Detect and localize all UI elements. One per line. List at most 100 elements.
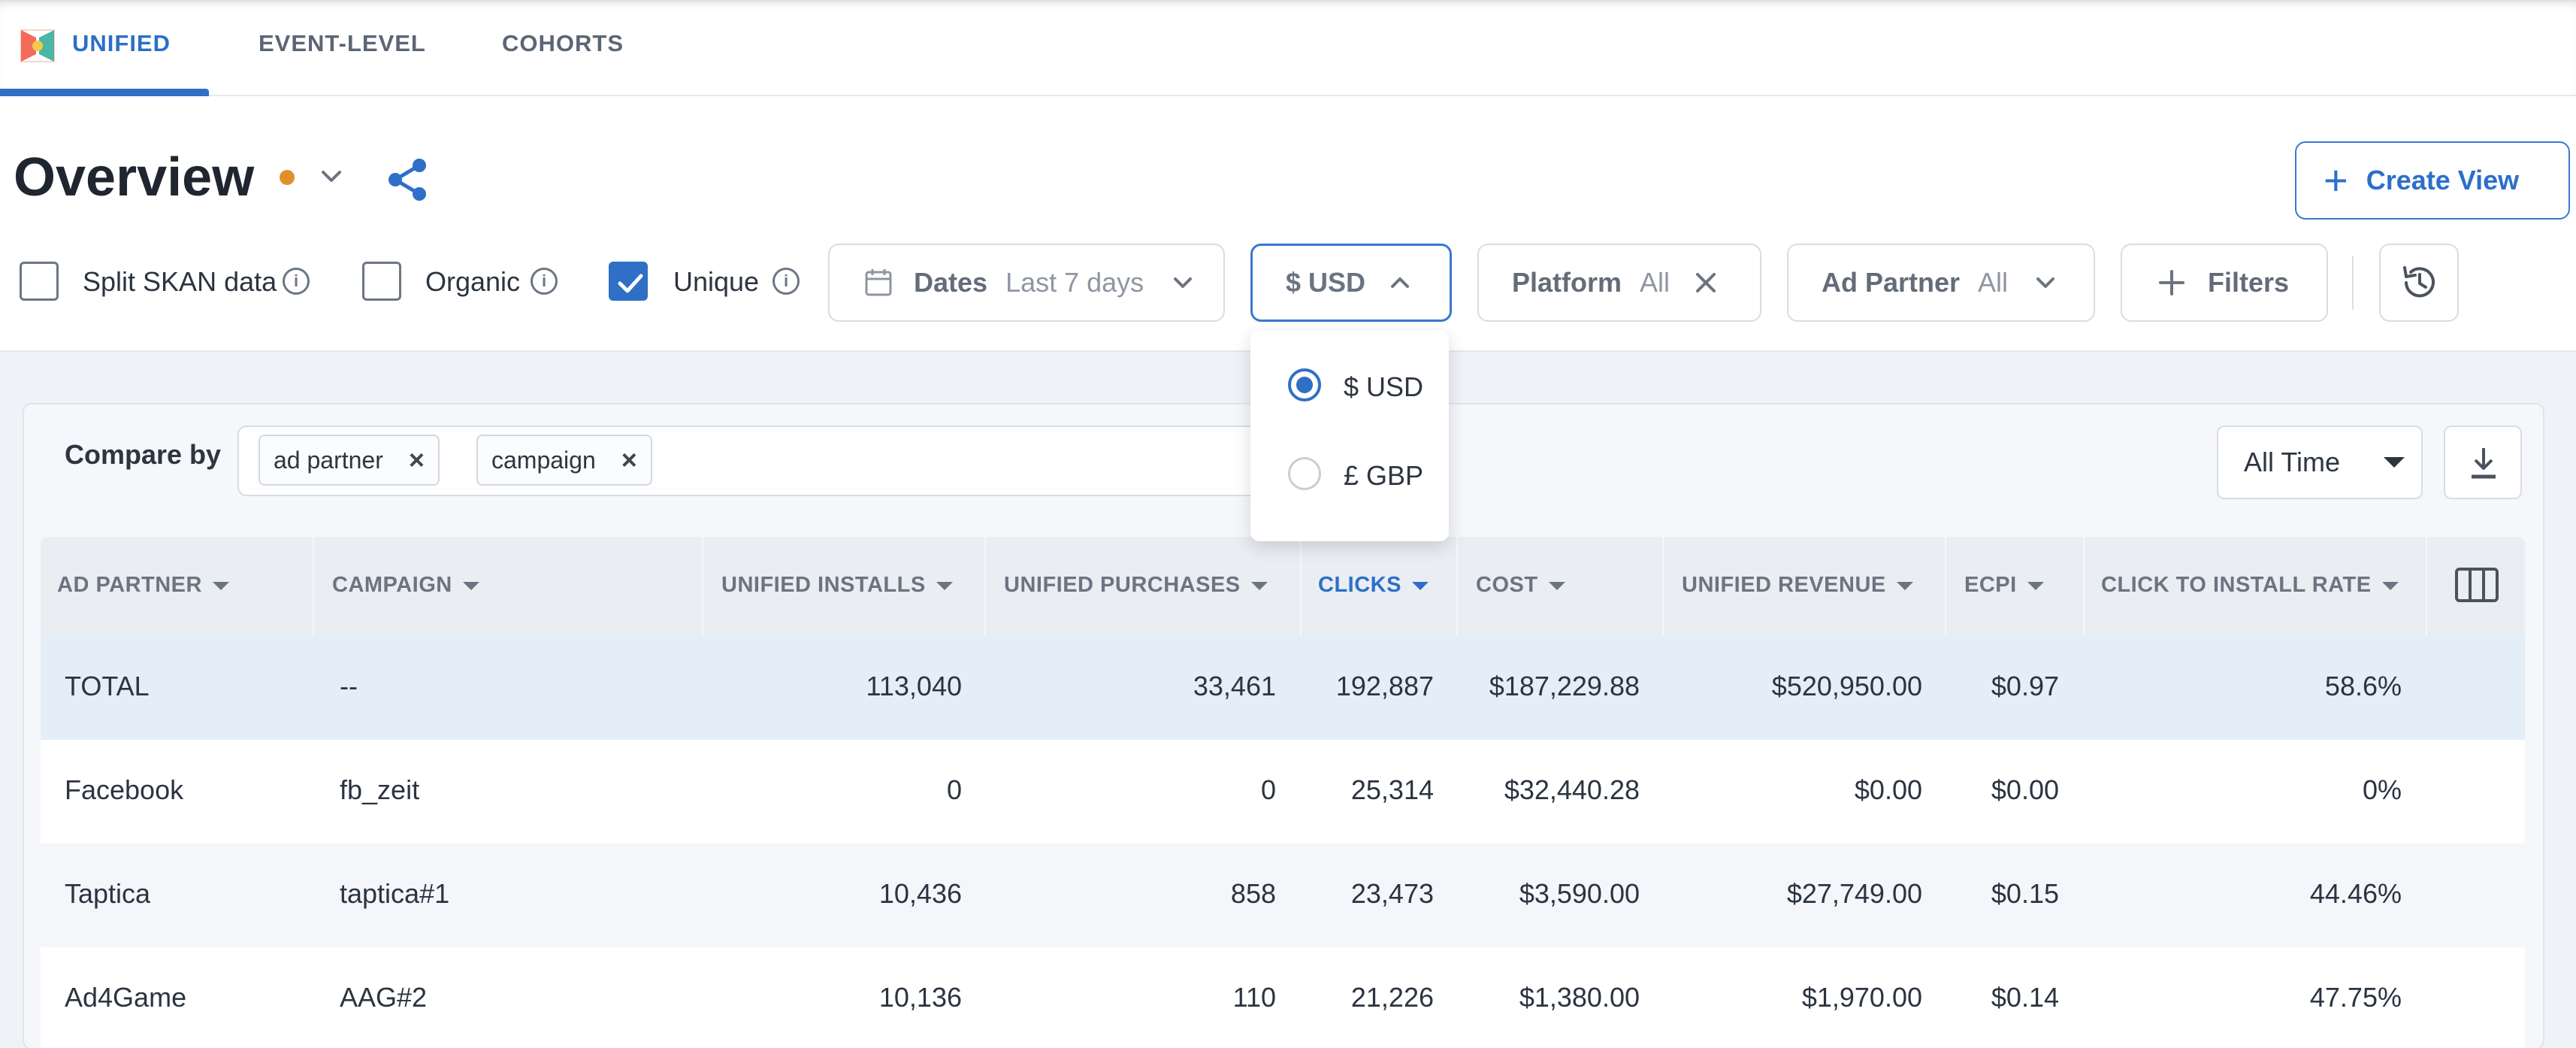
dates-label: Dates xyxy=(914,267,988,298)
cell-ecpi: $0.00 xyxy=(1991,774,2059,805)
history-button[interactable] xyxy=(2379,244,2459,322)
cell-campaign: fb_zeit xyxy=(340,774,420,805)
option-usd-label[interactable]: $ USD xyxy=(1344,371,1424,402)
cell-unified-installs: 113,040 xyxy=(866,671,962,701)
divider xyxy=(2352,256,2354,310)
history-icon xyxy=(2403,266,2435,298)
tab-unified[interactable]: UNIFIED xyxy=(72,30,171,56)
cell-unified-revenue: $520,950.00 xyxy=(1771,671,1922,701)
share-icon[interactable] xyxy=(385,156,430,203)
column-header-ecpi[interactable]: ECPI xyxy=(1964,573,2044,598)
column-header-clicks[interactable]: CLICKS xyxy=(1318,573,1429,598)
cell-campaign: AAG#2 xyxy=(340,982,428,1013)
cell-campaign: -- xyxy=(340,671,358,701)
compare-by-label: Compare by xyxy=(65,439,222,470)
table-row xyxy=(41,740,2525,844)
column-header-unified-revenue[interactable]: UNIFIED REVENUE xyxy=(1682,573,1913,598)
remove-chip-icon[interactable]: × xyxy=(408,444,425,475)
unique-checkbox[interactable] xyxy=(609,262,648,301)
sort-caret-icon xyxy=(1548,581,1565,590)
time-range-value: All Time xyxy=(2244,447,2341,477)
checkmark-icon xyxy=(618,274,643,293)
cell-cost: $1,380.00 xyxy=(1519,982,1640,1013)
column-label: UNIFIED REVENUE xyxy=(1682,573,1886,597)
chevron-down-icon xyxy=(1174,277,1193,288)
split-skan-label: Split SKAN data xyxy=(83,266,277,297)
close-icon[interactable] xyxy=(1694,271,1718,295)
cell-unified-revenue: $0.00 xyxy=(1854,774,1922,805)
column-label: UNIFIED PURCHASES xyxy=(1004,573,1241,597)
cell-unified-purchases: 858 xyxy=(1230,878,1276,909)
app-logo-icon xyxy=(20,29,55,62)
currency-dropdown-menu: $ USD £ GBP xyxy=(1250,331,1449,541)
column-divider xyxy=(984,537,986,636)
sort-caret-icon xyxy=(2381,581,2399,590)
table-row xyxy=(41,947,2525,1048)
ad-partner-filter[interactable]: Ad Partner All xyxy=(1787,244,2095,322)
column-label: CLICK TO INSTALL RATE xyxy=(2101,573,2372,597)
cell-click-to-install-rate: 58.6% xyxy=(2324,671,2402,701)
column-divider xyxy=(702,537,703,636)
cell-click-to-install-rate: 0% xyxy=(2362,774,2402,805)
sort-caret-icon xyxy=(1896,581,1913,590)
column-divider xyxy=(1300,537,1302,636)
column-label: UNIFIED INSTALLS xyxy=(721,573,926,597)
info-icon[interactable]: i xyxy=(772,268,800,295)
cell-ecpi: $0.15 xyxy=(1991,878,2059,909)
currency-label: $ USD xyxy=(1286,267,1366,298)
cell-clicks: 25,314 xyxy=(1350,774,1434,805)
column-divider xyxy=(2426,537,2427,636)
time-range-select[interactable]: All Time xyxy=(2217,426,2423,499)
platform-filter[interactable]: Platform All xyxy=(1477,244,1761,322)
column-header-unified-purchases[interactable]: UNIFIED PURCHASES xyxy=(1004,573,1268,598)
option-gbp-label[interactable]: £ GBP xyxy=(1344,460,1424,491)
chevron-down-icon xyxy=(2036,277,2055,288)
columns-icon[interactable] xyxy=(2454,567,2499,603)
ad-partner-value: All xyxy=(1978,267,2009,298)
download-button[interactable] xyxy=(2444,426,2522,499)
add-filters-button[interactable]: Filters xyxy=(2121,244,2328,322)
ad-partner-label: Ad Partner xyxy=(1822,267,1961,298)
unique-label: Unique xyxy=(673,266,760,297)
cell-clicks: 21,226 xyxy=(1350,982,1434,1013)
column-header-cost[interactable]: COST xyxy=(1476,573,1565,598)
radio-usd[interactable] xyxy=(1288,368,1321,401)
table-header xyxy=(41,537,2525,636)
table-row xyxy=(41,844,2525,947)
caret-down-icon xyxy=(2384,457,2405,468)
currency-select[interactable]: $ USD xyxy=(1250,244,1452,322)
cell-click-to-install-rate: 47.75% xyxy=(2309,982,2402,1013)
active-tab-indicator xyxy=(0,89,209,96)
column-header-unified-installs[interactable]: UNIFIED INSTALLS xyxy=(721,573,953,598)
create-view-button[interactable]: + Create View xyxy=(2295,141,2570,220)
organic-label: Organic xyxy=(425,266,521,297)
cell-unified-installs: 10,436 xyxy=(878,878,962,909)
cell-cost: $187,229.88 xyxy=(1489,671,1640,701)
download-icon xyxy=(2472,448,2496,479)
radio-gbp[interactable] xyxy=(1288,457,1321,490)
chevron-down-icon[interactable] xyxy=(319,165,344,188)
cell-unified-installs: 0 xyxy=(946,774,962,805)
compare-chip-campaign: campaign × xyxy=(476,435,652,486)
cell-campaign: taptica#1 xyxy=(340,878,450,909)
column-label: CAMPAIGN xyxy=(332,573,452,597)
split-skan-checkbox[interactable] xyxy=(20,262,59,301)
remove-chip-icon[interactable]: × xyxy=(621,444,637,475)
organic-checkbox[interactable] xyxy=(362,262,401,301)
info-icon[interactable]: i xyxy=(283,268,310,295)
create-view-label: Create View xyxy=(2366,165,2520,195)
info-icon[interactable]: i xyxy=(531,268,558,295)
column-header-campaign[interactable]: CAMPAIGN xyxy=(332,573,479,598)
chip-label: campaign xyxy=(491,446,596,474)
column-divider xyxy=(313,537,314,636)
cell-unified-installs: 10,136 xyxy=(878,982,962,1013)
platform-label: Platform xyxy=(1512,267,1622,298)
column-header-click-to-install-rate[interactable]: CLICK TO INSTALL RATE xyxy=(2101,573,2399,598)
dates-value: Last 7 days xyxy=(1005,267,1144,298)
tab-cohorts[interactable]: COHORTS xyxy=(502,30,624,56)
dates-filter[interactable]: Dates Last 7 days xyxy=(828,244,1225,322)
tab-event-level[interactable]: EVENT-LEVEL xyxy=(259,30,426,56)
sort-caret-icon xyxy=(462,581,479,590)
column-header-ad-partner[interactable]: AD PARTNER xyxy=(57,573,229,598)
cell-unified-purchases: 0 xyxy=(1260,774,1276,805)
